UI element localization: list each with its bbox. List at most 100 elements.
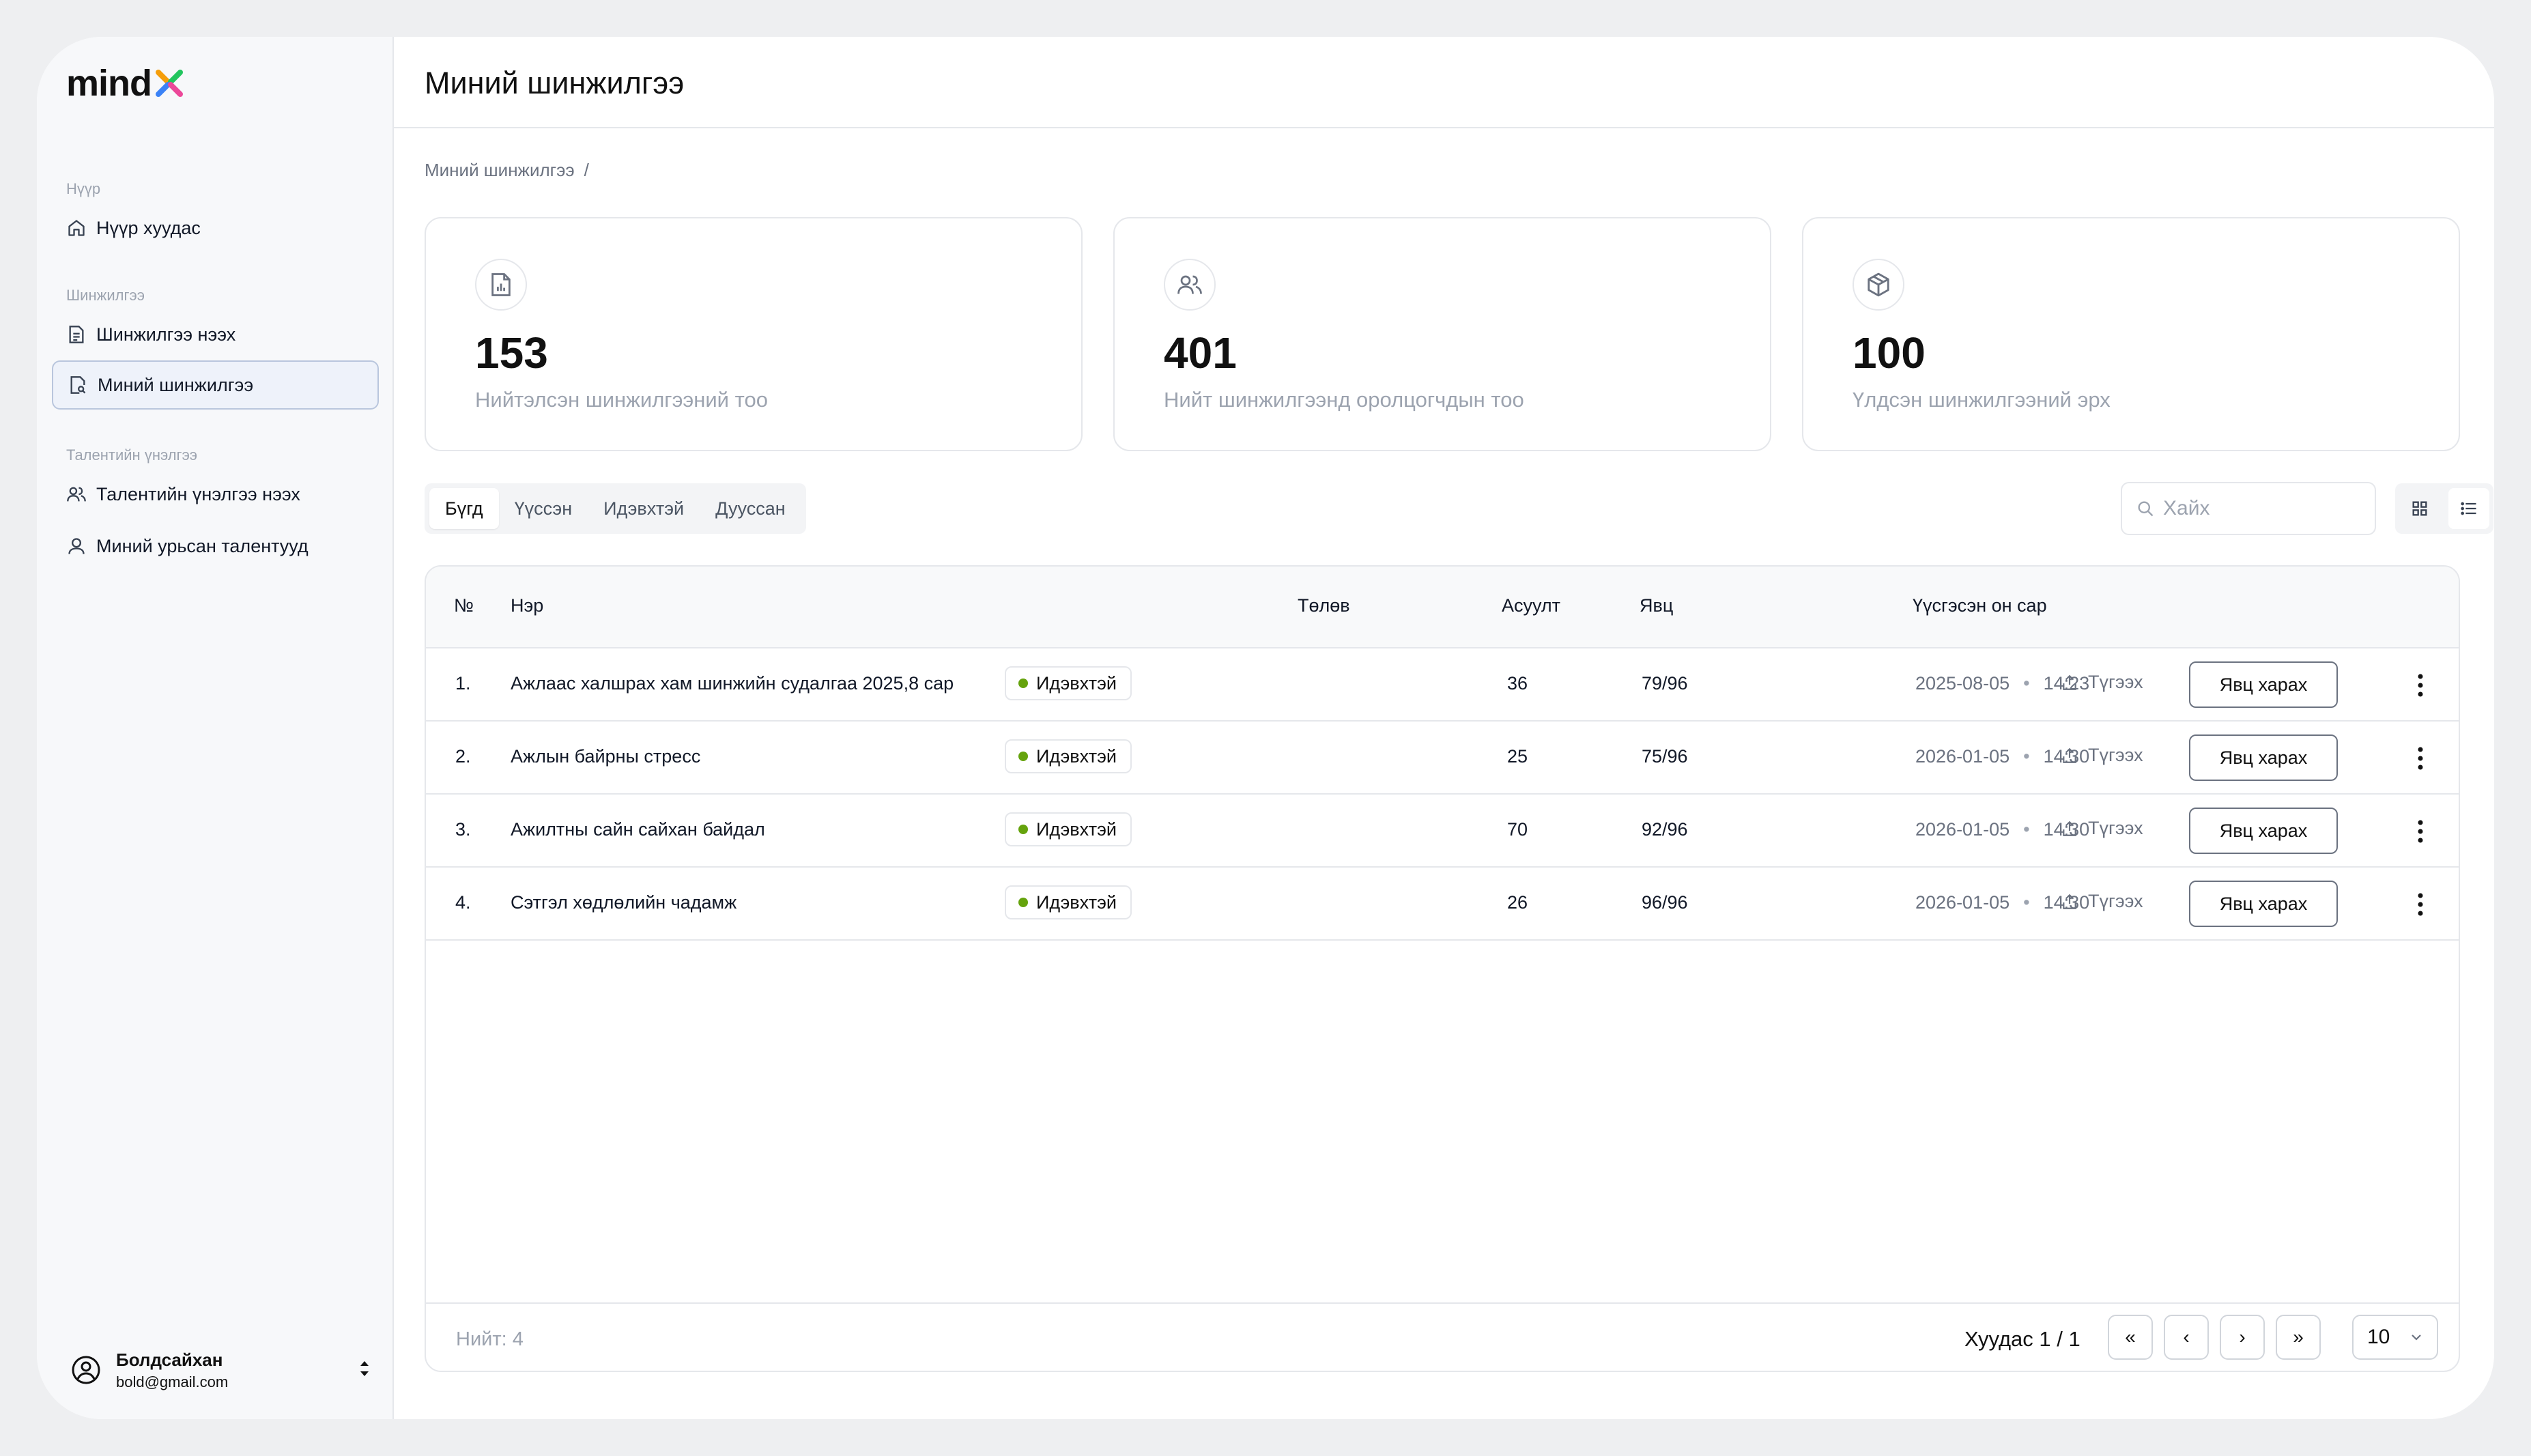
column-status[interactable]: Төлөв [1298,595,1350,616]
rows-per-page-value: 10 [2367,1326,2390,1348]
row-name[interactable]: Ажлын байрны стресс [511,746,701,767]
user-email: bold@gmail.com [116,1373,229,1390]
box-icon [1853,259,1904,311]
share-label: Түгээх [2088,891,2143,911]
filter-tabs: Бүгд Үүссэн Идэвхтэй Дууссан [425,483,806,534]
search-box[interactable] [2121,482,2376,535]
row-progress: 96/96 [1642,892,1688,913]
sidebar-item-open-talent[interactable]: Талентийн үнэлгээ нээх [52,470,379,519]
stat-label: Үлдсэн шинжилгээний эрх [1853,388,2111,412]
logo[interactable]: mind [66,63,184,104]
row-progress: 79/96 [1642,673,1688,694]
sidebar-item-open-analysis[interactable]: Шинжилгээ нээх [52,310,379,359]
date-separator: • [2023,746,2030,767]
view-progress-button[interactable]: Явц харах [2189,881,2338,927]
page-title: Миний шинжилгээ [425,66,685,100]
more-options-icon[interactable] [2405,888,2435,921]
view-progress-button[interactable]: Явц харах [2189,734,2338,781]
nav-group-talent-label: Талентийн үнэлгээ [66,446,198,463]
share-button[interactable]: Түгээх [2061,745,2143,766]
column-created-date[interactable]: Үүсгэсэн он сар [1913,595,2047,616]
sidebar-item-my-analysis[interactable]: Миний шинжилгээ [52,360,379,410]
status-dot [1018,825,1028,834]
share-button[interactable]: Түгээх [2061,672,2143,693]
stat-label: Нийт шинжилгээнд оролцогчдын тоо [1164,388,1524,412]
rows-per-page-select[interactable]: 10 [2352,1315,2438,1360]
last-page-button[interactable]: » [2276,1315,2321,1360]
list-view-button[interactable] [2448,488,2489,529]
row-name[interactable]: Ажлаас халшрах хам шинжийн судалгаа 2025… [511,673,954,694]
row-number: 4. [455,892,471,913]
tab-created[interactable]: Үүссэн [514,498,573,519]
sidebar-item-label: Нүүр хуудас [96,217,201,238]
sidebar-item-label: Миний урьсан талентууд [96,535,309,556]
view-toggle [2395,483,2493,534]
app-window: mind Нүүр Нүүр хуудас Шинжилгээ Шинжилгэ… [37,37,2494,1419]
row-time: 14:30 [2043,819,2090,840]
main-content: Миний шинжилгээ Миний шинжилгээ / 153 Ни… [394,37,2494,1419]
user-icon [66,536,87,556]
more-options-icon[interactable] [2405,742,2435,775]
share-icon [2063,820,2076,836]
grid-view-button[interactable] [2399,488,2440,529]
view-progress-button[interactable]: Явц харах [2189,808,2338,854]
breadcrumb-item[interactable]: Миний шинжилгээ [425,160,575,180]
grid-icon [2412,501,2427,516]
row-questions: 70 [1507,819,1528,840]
column-questions[interactable]: Асуулт [1502,595,1561,616]
analysis-table: № Нэр Төлөв Асуулт Явц Үүсгэсэн он сар 1… [425,565,2460,1372]
status-dot [1018,679,1028,688]
sidebar-item-home[interactable]: Нүүр хуудас [52,203,379,253]
row-questions: 25 [1507,746,1528,767]
row-created-date: 2025-08-05 • 14:23 [1915,673,2089,694]
status-text: Идэвхтэй [1036,745,1117,767]
row-created-date: 2026-01-05 • 14:30 [1915,819,2089,840]
row-progress: 75/96 [1642,746,1688,767]
chevron-up-down-icon[interactable] [358,1358,371,1379]
list-icon [2461,502,2476,515]
stat-label: Нийтэлсэн шинжилгээний тоо [475,388,768,412]
column-name[interactable]: Нэр [511,595,544,616]
row-questions: 26 [1507,892,1528,913]
stat-card-participants: 401 Нийт шинжилгээнд оролцогчдын тоо [1113,217,1771,451]
share-button[interactable]: Түгээх [2061,818,2143,839]
users-icon [66,484,87,504]
users-icon [1164,259,1216,311]
column-progress[interactable]: Явц [1640,595,1674,616]
table-row[interactable]: 3. Ажилтны сайн сайхан байдал Идэвхтэй 7… [426,795,2459,868]
user-info: Болдсайхан bold@gmail.com [116,1350,228,1391]
sidebar-item-invited-talents[interactable]: Миний урьсан талентууд [52,522,379,571]
row-name[interactable]: Сэтгэл хөдлөлийн чадамж [511,892,737,913]
chevron-down-icon [2412,1334,2421,1341]
user-name: Болдсайхан [116,1349,223,1370]
stat-value: 153 [475,328,548,377]
search-input[interactable] [2163,497,2368,520]
next-page-button[interactable]: › [2220,1315,2265,1360]
share-button[interactable]: Түгээх [2061,891,2143,912]
sidebar: mind Нүүр Нүүр хуудас Шинжилгээ Шинжилгэ… [37,37,394,1419]
row-date: 2025-08-05 [1915,673,2010,694]
table-row[interactable]: 1. Ажлаас халшрах хам шинжийн судалгаа 2… [426,648,2459,722]
view-progress-button[interactable]: Явц харах [2189,661,2338,708]
share-icon [2063,674,2076,690]
row-name[interactable]: Ажилтны сайн сайхан байдал [511,819,765,840]
more-options-icon[interactable] [2405,815,2435,848]
table-row[interactable]: 4. Сэтгэл хөдлөлийн чадамж Идэвхтэй 26 9… [426,868,2459,941]
logo-mark-icon [156,70,183,97]
row-number: 2. [455,746,471,767]
document-search-icon [68,375,88,395]
tab-active[interactable]: Идэвхтэй [603,498,685,519]
logo-text: mind [66,63,152,104]
prev-page-button[interactable]: ‹ [2164,1315,2209,1360]
table-row[interactable]: 2. Ажлын байрны стресс Идэвхтэй 25 75/96… [426,722,2459,795]
home-icon [66,218,87,238]
date-separator: • [2023,819,2030,840]
tab-all[interactable]: Бүгд [429,488,499,529]
first-page-button[interactable]: « [2108,1315,2153,1360]
tab-finished[interactable]: Дууссан [715,498,786,519]
date-separator: • [2023,892,2030,913]
user-menu[interactable]: Болдсайхан bold@gmail.com [71,1346,371,1394]
top-bar: Миний шинжилгээ [394,37,2494,128]
file-chart-icon [475,259,527,311]
more-options-icon[interactable] [2405,669,2435,702]
